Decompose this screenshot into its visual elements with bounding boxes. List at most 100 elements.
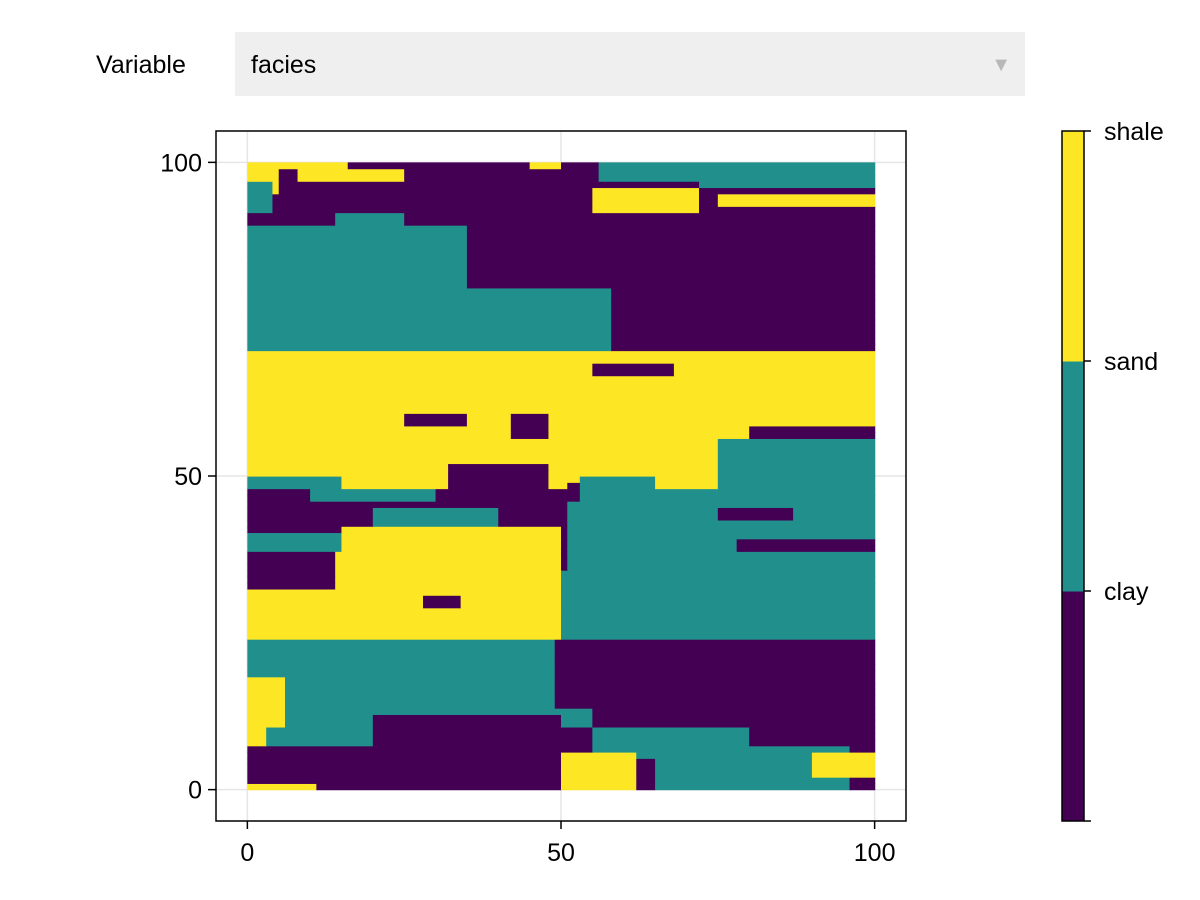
heatmap-cell-clay xyxy=(592,708,876,715)
heatmap-cell-sand xyxy=(579,488,876,496)
heatmap-cell-clay xyxy=(247,764,562,772)
heatmap-cell-shale xyxy=(341,476,449,483)
heatmap-cell-sand xyxy=(636,752,813,759)
heatmap-cell-clay xyxy=(272,200,593,207)
heatmap-cell-clay xyxy=(372,720,562,728)
heatmap-cell-sand xyxy=(579,482,656,490)
heatmap-cell-shale xyxy=(297,174,405,182)
heatmap-cell-sand xyxy=(285,676,556,684)
heatmap-cell-shale xyxy=(335,576,562,584)
heatmap-cell-shale xyxy=(247,450,719,458)
heatmap-cell-clay xyxy=(448,469,550,477)
heatmap-cell-sand xyxy=(247,344,612,352)
heatmap-cell-clay xyxy=(749,432,876,439)
heatmap-cell-sand xyxy=(247,657,556,665)
heatmap-cell-sand xyxy=(285,720,374,728)
heatmap-cell-shale xyxy=(247,407,876,414)
heatmap-cell-sand xyxy=(655,783,851,791)
heatmap-cell-shale xyxy=(592,200,700,207)
heatmap-cell-shale xyxy=(561,783,637,791)
heatmap-cell-shale xyxy=(592,193,700,201)
heatmap-cell-clay xyxy=(592,363,675,370)
heatmap-cell-sand xyxy=(561,626,876,634)
heatmap-cell-shale xyxy=(811,758,876,766)
heatmap-cell-sand xyxy=(247,237,468,245)
heatmap-cell-clay xyxy=(466,237,876,245)
x-tick-label: 0 xyxy=(240,839,254,867)
heatmap-cell-sand xyxy=(561,576,876,584)
heatmap-cell-sand xyxy=(310,494,437,502)
heatmap-cell-sand xyxy=(717,469,876,477)
heatmap-cell-clay xyxy=(448,463,550,471)
heatmap-cell-sand xyxy=(247,331,612,339)
heatmap-cell-shale xyxy=(247,626,562,634)
heatmap-cell-sand xyxy=(567,501,876,508)
colorbar-label: sand xyxy=(1104,348,1158,376)
heatmap-cell-shale xyxy=(811,764,876,772)
heatmap-cell-sand xyxy=(247,262,468,270)
heatmap-cell-sand xyxy=(247,338,612,345)
heatmap-cell-shale xyxy=(655,482,719,490)
heatmap-cell-clay xyxy=(611,344,876,352)
heatmap-cell-clay xyxy=(554,701,876,709)
heatmap-cell-clay xyxy=(247,563,336,571)
heatmap-cell-clay xyxy=(278,181,700,189)
heatmap-cell-shale xyxy=(247,375,876,383)
heatmap-cell-sand xyxy=(285,714,374,722)
heatmap-cell-sand xyxy=(567,545,738,552)
heatmap-cell-clay xyxy=(372,739,593,747)
heatmap-cell-shale xyxy=(247,400,876,408)
heatmap-cell-shale xyxy=(548,469,719,477)
heatmap-cell-shale xyxy=(247,363,593,370)
heatmap-cell-clay xyxy=(561,551,568,559)
heatmap-cell-clay xyxy=(272,193,593,201)
heatmap-cell-sand xyxy=(655,764,813,772)
heatmap-cell-clay xyxy=(423,595,462,603)
heatmap-cell-sand xyxy=(247,206,274,214)
heatmap-cell-clay xyxy=(247,758,562,766)
heatmap-cell-shale xyxy=(247,783,317,791)
heatmap-cell-clay xyxy=(247,557,336,565)
heatmap-cell-shale xyxy=(247,739,267,747)
heatmap-cell-sand xyxy=(247,319,612,327)
heatmap-cell-clay xyxy=(561,162,600,170)
heatmap-cell-clay xyxy=(247,513,374,521)
heatmap-cell-shale xyxy=(335,582,562,590)
heatmap-cell-clay xyxy=(554,664,876,672)
heatmap-cell-sand xyxy=(372,507,499,515)
heatmap-cell-sand xyxy=(561,620,876,628)
heatmap-cell-sand xyxy=(567,519,876,527)
heatmap-cell-shale xyxy=(548,419,876,427)
heatmap-cell-shale xyxy=(548,463,719,471)
heatmap-cell-sand xyxy=(717,444,876,452)
heatmap-cell-clay xyxy=(466,225,876,232)
heatmap-cell-sand xyxy=(247,306,612,314)
x-tick-label: 100 xyxy=(854,839,896,867)
heatmap-cell-sand xyxy=(598,174,876,182)
heatmap-cell-shale xyxy=(592,187,700,195)
variable-dropdown[interactable]: facies ▼ xyxy=(235,32,1025,96)
heatmap-cell-clay xyxy=(636,764,656,772)
heatmap-cell-shale xyxy=(529,162,562,170)
heatmap-cell-shale xyxy=(247,413,405,421)
colorbar-segment-sand xyxy=(1062,361,1084,592)
heatmap-cell-shale xyxy=(811,770,876,778)
heatmap-cell-clay xyxy=(435,488,581,496)
heatmap-cell-clay xyxy=(561,532,568,540)
heatmap-cell-shale xyxy=(247,695,286,703)
heatmap-cell-clay xyxy=(498,507,568,515)
heatmap-cell-shale xyxy=(811,752,876,759)
triangle-down-icon[interactable]: ▼ xyxy=(991,54,1011,76)
heatmap-cell-sand xyxy=(567,557,876,565)
heatmap-cell-clay xyxy=(510,432,550,439)
heatmap-cell-sand xyxy=(561,601,876,609)
heatmap-cell-clay xyxy=(849,777,876,784)
heatmap-cell-shale xyxy=(341,532,562,540)
y-tick-label: 0 xyxy=(188,777,202,805)
heatmap-cell-clay xyxy=(278,187,593,195)
heatmap-cell-sand xyxy=(285,689,556,697)
heatmap-cell-shale xyxy=(247,432,512,439)
heatmap-cell-sand xyxy=(561,614,876,621)
heatmap-cell-shale xyxy=(247,356,876,364)
